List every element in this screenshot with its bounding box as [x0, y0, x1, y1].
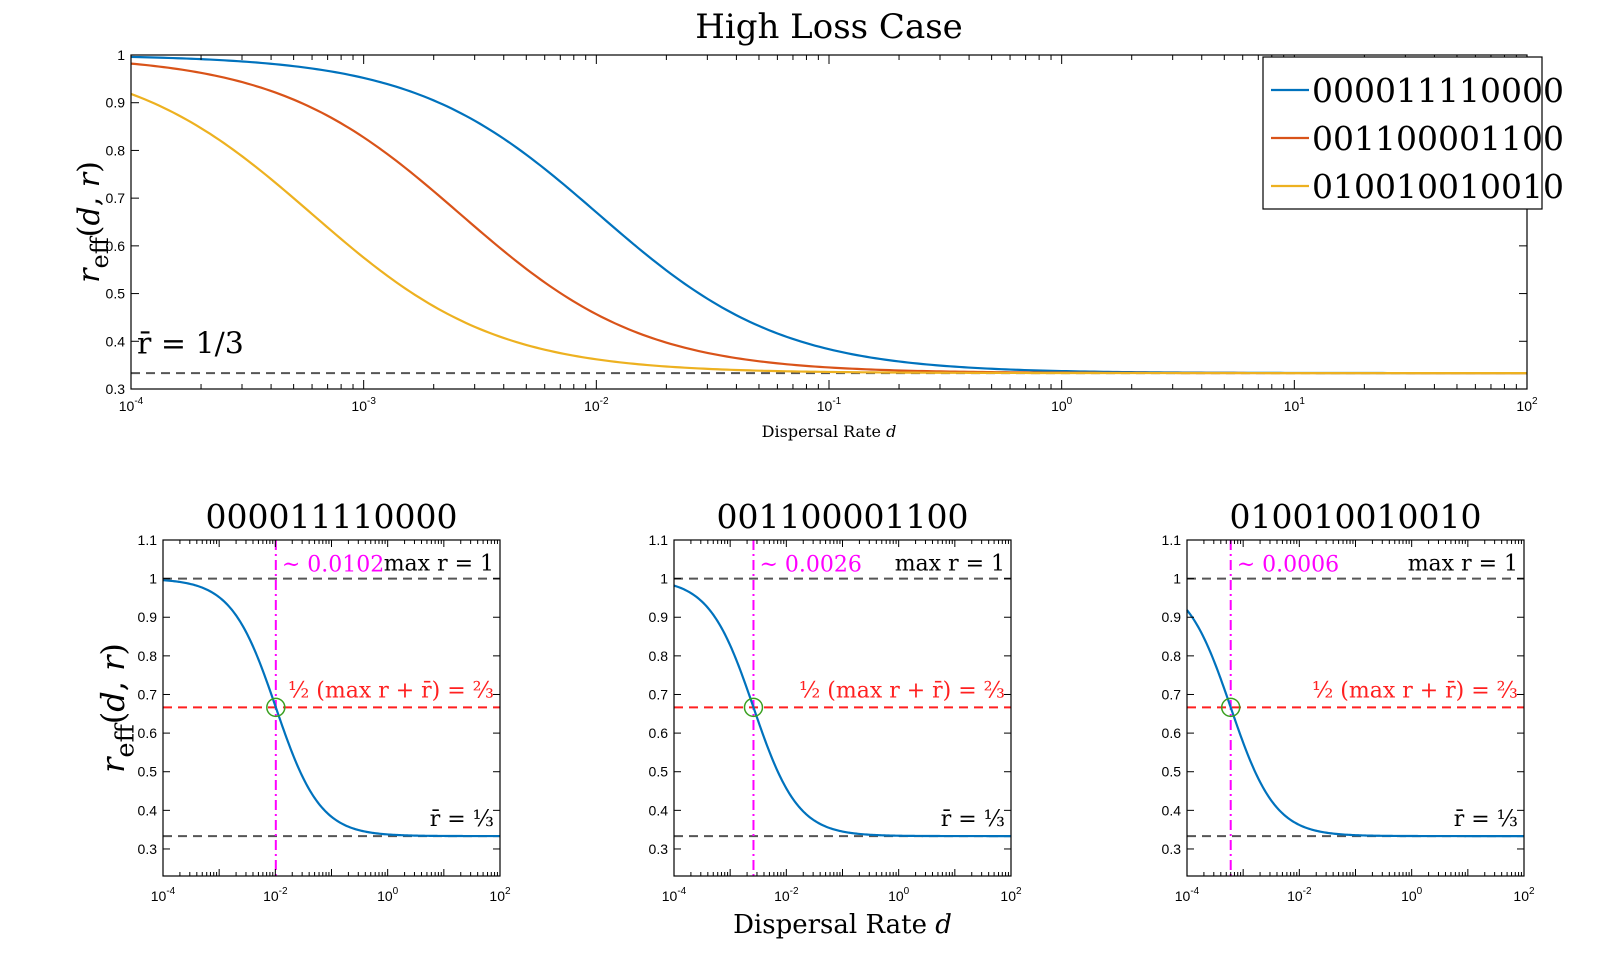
top-series-2	[131, 92, 1527, 375]
max-label: max r = 1	[384, 552, 494, 577]
subplot-series	[1186, 609, 1524, 838]
top-ytick-label: 0.3	[106, 381, 126, 397]
bottom-panels: 000011110000 0.3 0.4 0.5 0.6 0.7 0.8 0.9 1 1.1 10-…	[94, 497, 1535, 940]
top-xtick-label: 10-2	[584, 396, 609, 414]
ytick-label: 1.1	[649, 532, 669, 548]
ytick-label: 0.5	[1162, 764, 1182, 780]
xtick-label: 102	[489, 886, 511, 904]
ytick-label: 0.6	[1162, 725, 1182, 741]
top-title: High Loss Case	[695, 7, 963, 47]
bottom-ylabel-text: reff(d, r)	[94, 643, 141, 773]
xtick-label: 10-4	[662, 886, 687, 904]
xtick-label: 100	[888, 886, 910, 904]
subplot-title: 000011110000	[206, 497, 458, 536]
top-xtick-label: 100	[1051, 396, 1073, 414]
xtick-label: 10-4	[151, 886, 176, 904]
top-ytick-label: 0.5	[106, 286, 126, 302]
ytick-label: 0.6	[138, 725, 158, 741]
ytick-label: 0.9	[1162, 609, 1182, 625]
subplot-series	[673, 584, 1011, 838]
bottom-xlabel: Dispersal Rate d	[733, 910, 952, 940]
subplot-series	[162, 579, 500, 838]
top-ytick-label: 0.4	[106, 333, 126, 349]
top-ytick-label: 0.8	[106, 142, 126, 158]
ytick-label: 0.8	[1162, 648, 1182, 664]
ytick-label: 1	[1173, 571, 1181, 587]
ytick-label: 0.4	[138, 802, 158, 818]
midpoint-marker	[743, 697, 764, 718]
top-series-group	[131, 55, 1527, 375]
top-ytick-label: 0.7	[106, 190, 126, 206]
top-ylabel: reff(d, r)	[72, 161, 114, 283]
mean-label: r̄ = ⅓	[941, 807, 1005, 832]
mean-label: r̄ = ⅓	[430, 807, 494, 832]
ytick-label: 1	[660, 571, 668, 587]
half-label: ½ (max r + r̄) = ⅔	[1312, 678, 1518, 703]
subplot-title: 001100001100	[717, 497, 969, 536]
ytick-label: 1	[149, 571, 157, 587]
legend-label-2: 010010010010	[1312, 167, 1564, 206]
ytick-label: 0.7	[138, 686, 158, 702]
midpoint-label: ~ 0.0102	[282, 553, 384, 578]
midpoint-label: ~ 0.0006	[1237, 553, 1339, 578]
midpoint-marker	[266, 697, 286, 718]
subplot-2: 001100001100 0.3 0.4 0.5 0.6 0.7 0.8 0.9 1 1.1 10-…	[649, 497, 1022, 904]
ytick-label: 0.9	[138, 609, 158, 625]
top-ytick-label: 1	[117, 47, 125, 63]
ytick-label: 0.8	[138, 648, 158, 664]
ytick-label: 1.1	[138, 532, 158, 548]
legend-label-1: 001100001100	[1312, 119, 1564, 158]
ytick-label: 0.3	[138, 841, 158, 857]
xtick-label: 10-4	[1175, 886, 1200, 904]
bottom-ylabel: reff(d, r)	[94, 643, 141, 773]
top-ytick-label: 0.9	[106, 95, 126, 111]
xtick-label: 10-2	[774, 886, 799, 904]
max-label: max r = 1	[1408, 552, 1518, 577]
subplot-title: 010010010010	[1230, 497, 1482, 536]
ytick-label: 0.7	[1162, 686, 1182, 702]
midpoint-label: ~ 0.0026	[759, 553, 861, 578]
top-annotation: r̄ = 1/3	[137, 326, 244, 361]
top-ylabel-text: reff(d, r)	[72, 161, 114, 283]
top-xlabel: Dispersal Rate d	[762, 422, 897, 441]
max-label: max r = 1	[895, 552, 1005, 577]
top-xtick-label: 101	[1284, 396, 1306, 414]
xtick-label: 100	[377, 886, 399, 904]
ytick-label: 0.3	[649, 841, 669, 857]
legend-label-0: 000011110000	[1312, 71, 1564, 110]
midpoint-marker	[1220, 697, 1241, 718]
ytick-label: 0.4	[649, 802, 669, 818]
subplot-3: 010010010010 0.3 0.4 0.5 0.6 0.7 0.8 0.9 1 1.1 10-…	[1162, 497, 1535, 904]
ytick-label: 0.7	[649, 686, 669, 702]
ytick-label: 0.6	[649, 725, 669, 741]
legend-box	[1262, 56, 1543, 210]
half-label: ½ (max r + r̄) = ⅔	[288, 678, 494, 703]
xtick-label: 10-2	[1287, 886, 1312, 904]
xtick-label: 102	[1513, 886, 1535, 904]
ytick-label: 0.5	[649, 764, 669, 780]
subplot-1: 000011110000 0.3 0.4 0.5 0.6 0.7 0.8 0.9 1 1.1 10-…	[138, 497, 511, 904]
top-xtick-label: 10-4	[119, 396, 144, 414]
top-xtick-label: 10-3	[351, 396, 376, 414]
top-xtick-label: 102	[1516, 396, 1538, 414]
xtick-label: 10-2	[263, 886, 288, 904]
ytick-label: 1.1	[1162, 532, 1182, 548]
xtick-label: 100	[1401, 886, 1423, 904]
half-label: ½ (max r + r̄) = ⅔	[799, 678, 1005, 703]
ytick-label: 0.9	[649, 609, 669, 625]
ytick-label: 0.3	[1162, 841, 1182, 857]
ytick-label: 0.4	[1162, 802, 1182, 818]
xtick-label: 102	[1000, 886, 1022, 904]
ytick-label: 0.5	[138, 764, 158, 780]
top-panel: High Loss Case 0.3 0.4 0.5 0.6 0.7 0.8 0.9 1 10-4…	[72, 7, 1564, 441]
mean-label: r̄ = ⅓	[1454, 807, 1518, 832]
top-xtick-label: 10-1	[817, 396, 842, 414]
top-ytick-label: 0.6	[106, 238, 126, 254]
ytick-label: 0.8	[649, 648, 669, 664]
